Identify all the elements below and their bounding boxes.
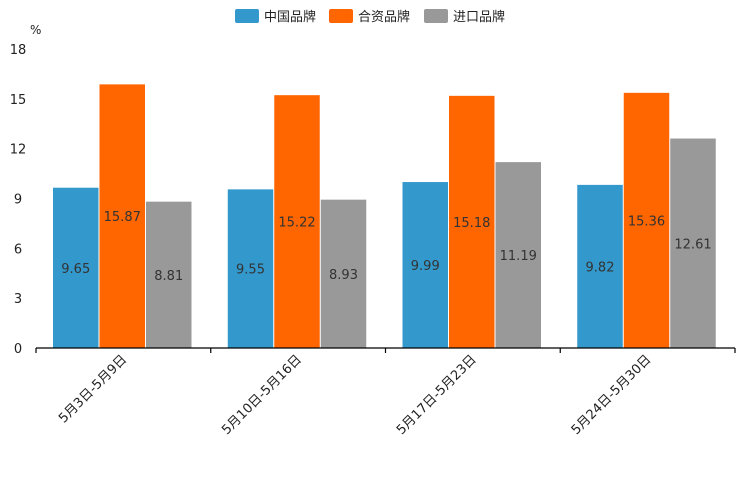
data-label-2-3: 8.93 [329, 268, 358, 283]
legend-swatch-3[interactable] [424, 9, 448, 23]
data-label-3-2: 15.18 [453, 216, 490, 231]
bar-4-3[interactable] [670, 138, 716, 348]
bar-3-1[interactable] [402, 182, 449, 348]
y-tick-label: 12 [10, 143, 27, 158]
bar-1-2[interactable] [99, 84, 146, 349]
bar-2-2[interactable] [274, 95, 320, 348]
data-label-1-3: 8.81 [154, 269, 183, 284]
bar-3-3[interactable] [495, 162, 542, 348]
data-label-3-3: 11.19 [500, 249, 537, 264]
data-label-1-2: 15.87 [104, 210, 141, 225]
data-label-4-2: 15.36 [628, 214, 665, 229]
legend: 中国品牌 合资品牌 进口品牌 [235, 9, 505, 25]
bar-4-2[interactable] [623, 92, 670, 348]
legend-label-1: 中国品牌 [264, 9, 316, 25]
x-tick-label-2: 5月10日-5月16日 [219, 352, 305, 438]
data-label-2-1: 9.55 [236, 263, 265, 278]
bar-1-3[interactable] [146, 201, 192, 348]
y-tick-label: 15 [10, 93, 27, 108]
legend-label-3: 进口品牌 [453, 9, 505, 25]
data-label-4-1: 9.82 [586, 260, 615, 275]
bar-1-1[interactable] [53, 187, 99, 348]
y-tick-label: 9 [14, 193, 22, 208]
bars: 9.65 15.87 8.81 9.55 15.22 8.93 9.99 15.18 11.19… [53, 84, 716, 349]
y-axis: 0 3 6 9 12 15 18 [10, 43, 27, 357]
y-axis-unit: % [30, 23, 41, 37]
y-tick-label: 0 [14, 342, 22, 357]
x-tick-label-3: 5月17日-5月23日 [394, 352, 480, 438]
y-tick-label: 18 [10, 43, 27, 58]
x-axis: 5月3日-5月9日 5月10日-5月16日 5月17日-5月23日 5月24日-5月3… [35, 347, 736, 438]
bar-2-1[interactable] [227, 189, 274, 348]
bar-4-1[interactable] [577, 184, 623, 348]
data-label-4-3: 12.61 [674, 237, 711, 252]
legend-swatch-1[interactable] [235, 9, 259, 23]
data-label-3-1: 9.99 [411, 259, 440, 274]
x-tick-label-4: 5月24日-5月30日 [569, 352, 655, 438]
data-label-2-2: 15.22 [278, 216, 315, 231]
y-tick-label: 3 [14, 292, 22, 307]
legend-swatch-2[interactable] [329, 9, 353, 23]
data-label-1-1: 9.65 [61, 262, 90, 277]
legend-label-2: 合资品牌 [358, 9, 410, 25]
bar-2-3[interactable] [320, 199, 367, 348]
y-tick-label: 6 [14, 242, 22, 257]
bar-3-2[interactable] [449, 95, 495, 349]
x-tick-label-1: 5月3日-5月9日 [56, 352, 130, 426]
